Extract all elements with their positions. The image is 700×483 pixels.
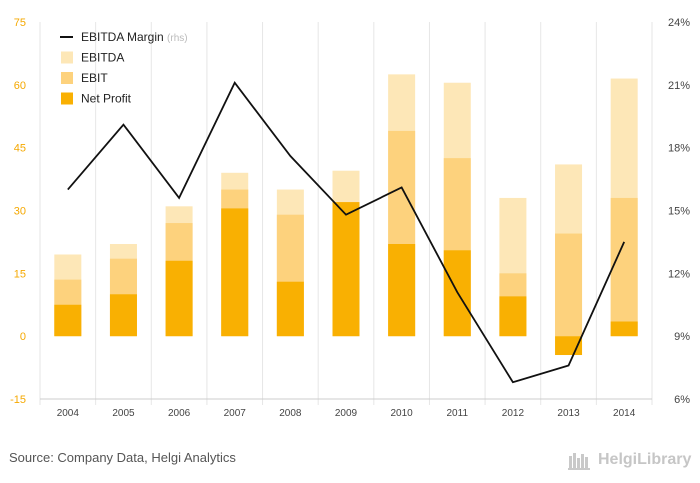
y-tick-label-left: 60 xyxy=(14,80,26,92)
x-tick-label: 2013 xyxy=(557,408,580,419)
y-tick-label-right: 24% xyxy=(668,17,690,29)
x-tick-label: 2008 xyxy=(279,408,302,419)
x-tick-label: 2012 xyxy=(502,408,525,419)
x-tick-label: 2007 xyxy=(224,408,247,419)
y-tick-label-right: 21% xyxy=(668,80,690,92)
legend-swatch-ebit xyxy=(61,72,73,84)
legend-label-ebit: EBIT xyxy=(81,71,108,85)
legend-label-ebitda-margin: EBITDA Margin (rhs) xyxy=(81,30,188,44)
bar-net-profit xyxy=(54,304,82,337)
x-tick-label: 2009 xyxy=(335,408,358,419)
x-tick-label: 2006 xyxy=(168,408,191,419)
x-tick-label: 2010 xyxy=(391,408,414,419)
bar-net-profit xyxy=(221,208,249,337)
x-tick-label: 2004 xyxy=(57,408,80,419)
bar-net-profit xyxy=(499,296,527,337)
source-note: Source: Company Data, Helgi Analytics xyxy=(9,450,236,465)
y-tick-label-right: 12% xyxy=(668,268,690,280)
x-tick-label: 2005 xyxy=(112,408,135,419)
chart: -15 0 15 30 45 60 75 6% 9% 12% 15% 18% 21% 24% 2004 200… xyxy=(10,17,690,419)
bar-ebit xyxy=(555,233,583,337)
y-tick-label-right: 15% xyxy=(668,206,690,218)
y-tick-label-left: 15 xyxy=(14,268,26,280)
y-tick-label-right: 6% xyxy=(674,394,690,406)
bar-net-profit xyxy=(165,260,193,337)
bar-net-profit xyxy=(276,281,304,337)
helgi-library-logo: HelgiLibrary xyxy=(568,449,691,471)
bar-net-profit xyxy=(332,202,360,337)
y-tick-label-left: -15 xyxy=(10,394,26,406)
y-tick-label-left: 0 xyxy=(20,331,26,343)
legend-swatch-ebitda xyxy=(61,51,73,64)
x-tick-label: 2011 xyxy=(447,408,469,419)
bookshelf-icon xyxy=(568,453,590,470)
y-tick-label-left: 45 xyxy=(14,143,26,155)
y-tick-label-right: 9% xyxy=(674,331,690,343)
bar-net-profit xyxy=(109,294,137,337)
x-tick-label: 2014 xyxy=(613,408,636,419)
bar-net-profit xyxy=(388,244,416,337)
line-ebitda-margin xyxy=(67,81,626,384)
legend-rhs-note: (rhs) xyxy=(167,33,188,44)
bar-ebit xyxy=(610,197,638,337)
y-tick-label-left: 75 xyxy=(14,17,26,29)
legend-swatch-net-profit xyxy=(61,92,73,105)
legend-label-net-profit: Net Profit xyxy=(81,92,132,106)
y-tick-label-right: 18% xyxy=(668,143,690,155)
legend-label-ebitda: EBITDA xyxy=(81,51,124,65)
y-tick-label-left: 30 xyxy=(14,206,26,218)
logo-text: HelgiLibrary xyxy=(598,451,692,468)
bar-net-profit xyxy=(610,321,638,337)
